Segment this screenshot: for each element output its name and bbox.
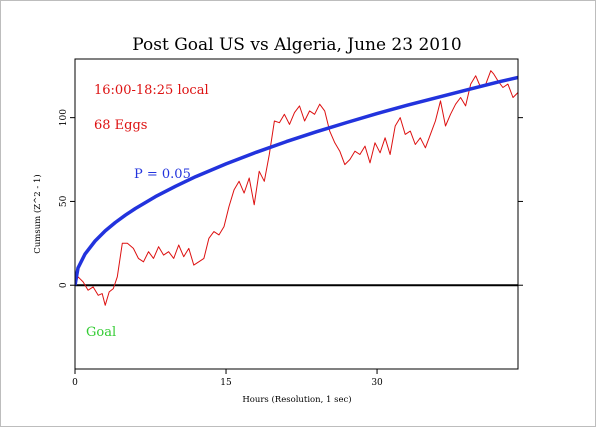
x-tick-label: 30 (371, 378, 383, 388)
x-tick-label: 0 (72, 378, 78, 388)
y-tick-label: 100 (59, 109, 69, 126)
chart-title: Post Goal US vs Algeria, June 23 2010 (132, 35, 461, 55)
p-value-label: P = 0.05 (134, 167, 191, 182)
x-axis-label: Hours (Resolution, 1 sec) (242, 394, 351, 405)
y-axis-label: Cumsum (Z^2 - 1) (32, 174, 43, 253)
y-tick-label: 50 (59, 195, 69, 207)
x-tick-label: 15 (220, 378, 232, 388)
y-tick-label: 0 (59, 282, 69, 288)
plot-area (74, 58, 519, 370)
p-value-curve (75, 75, 518, 286)
time-range-annotation: 16:00-18:25 local (94, 83, 209, 98)
goal-label: Goal (86, 325, 116, 340)
cumsum-line (75, 70, 518, 306)
eggs-count-annotation: 68 Eggs (94, 118, 147, 133)
